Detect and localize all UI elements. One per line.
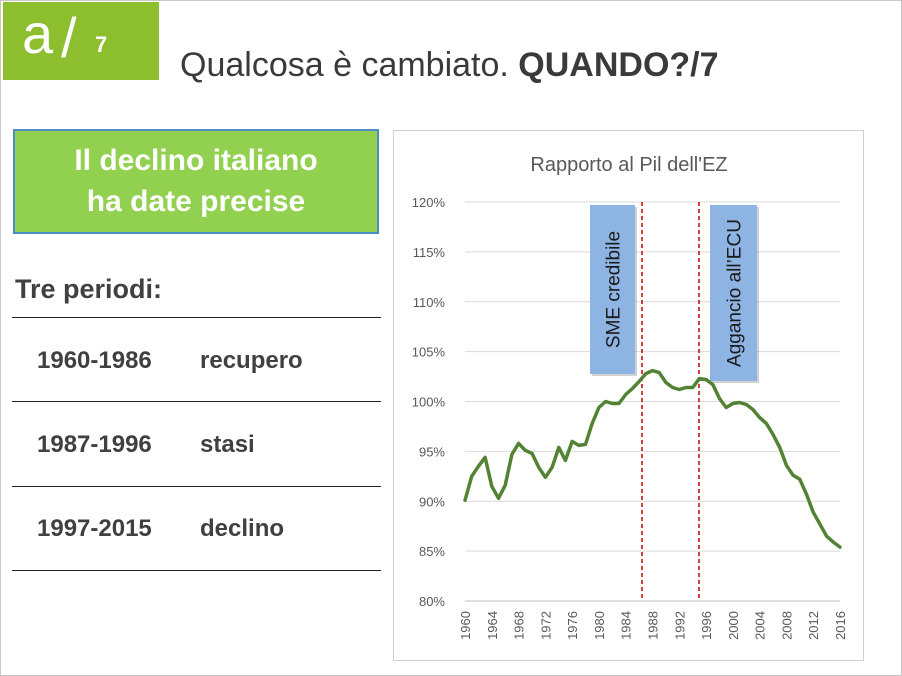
brand-logo: a / 7 xyxy=(3,2,159,80)
chart-frame xyxy=(393,130,864,661)
divider xyxy=(12,401,381,402)
slide-number: 7 xyxy=(95,32,108,57)
slide-title-normal: Qualcosa è cambiato. xyxy=(180,46,519,84)
period-years: 1997-2015 xyxy=(37,515,152,542)
period-label: stasi xyxy=(200,431,255,458)
slide-title-bold: QUANDO?/7 xyxy=(518,46,719,84)
divider xyxy=(12,570,381,571)
logo-slash: / xyxy=(61,6,77,69)
callout-box: Il declino italiano ha date precise xyxy=(13,129,379,234)
slide-title: Qualcosa è cambiato. QUANDO?/7 xyxy=(180,46,719,85)
callout-line-1: Il declino italiano xyxy=(74,144,318,177)
period-years: 1960-1986 xyxy=(37,347,152,374)
divider xyxy=(12,486,381,487)
period-label: recupero xyxy=(200,347,303,374)
logo-letter: a xyxy=(22,2,54,65)
periods-heading: Tre periodi: xyxy=(15,274,163,304)
period-years: 1987-1996 xyxy=(37,431,152,458)
callout-line-2: ha date precise xyxy=(86,185,306,218)
divider xyxy=(12,317,381,318)
period-label: declino xyxy=(200,515,285,542)
